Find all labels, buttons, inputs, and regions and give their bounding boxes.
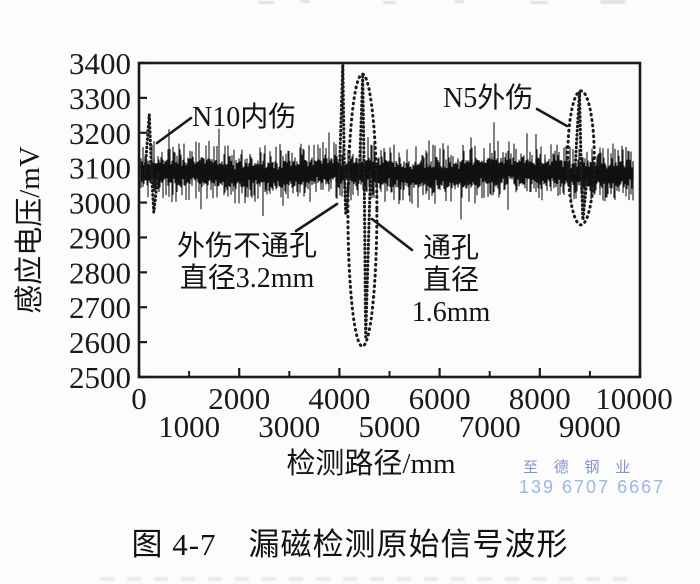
y-tick-label: 3200: [69, 116, 131, 151]
y-tick-label: 3400: [69, 46, 131, 81]
x-tick-label-staggered: 1000: [158, 409, 220, 444]
annotation-blind-hole: 外伤不通孔 直径3.2mm: [171, 231, 323, 295]
y-tick-label: 3100: [69, 151, 131, 186]
figure-caption: 图 4-7 漏磁检测原始信号波形: [131, 527, 569, 562]
scan-artifact: [300, 0, 310, 3]
leader-through-hole: [370, 217, 414, 252]
scan-artifact: [455, 0, 464, 3]
leader-n5: [535, 107, 569, 128]
annotation-blind-hole-line2: 直径3.2mm: [179, 263, 315, 294]
y-tick-label: 3000: [69, 186, 131, 221]
defect-spike-1: [337, 63, 351, 217]
watermark-brand: 至 德 钢 业: [523, 460, 637, 476]
x-tick-label-staggered: 5000: [359, 409, 421, 444]
ellipse-marker-0: [346, 72, 379, 348]
defect-spike-3: [573, 90, 590, 222]
x-tick-label: 2000: [208, 381, 270, 416]
x-tick-label-staggered: 9000: [559, 409, 621, 444]
x-tick-label: 10000: [595, 381, 673, 416]
x-tick-label: 4000: [308, 381, 370, 416]
x-tick-label: 0: [131, 381, 147, 416]
annotation-through-hole-line1: 通孔: [422, 233, 479, 264]
scan-artifact: [100, 577, 640, 581]
y-axis-title: 感应电压/mV: [14, 146, 46, 314]
scan-artifact: [383, 1, 396, 4]
annotation-through-hole: 通孔 直径1.6mm: [386, 233, 516, 329]
x-tick-label-staggered: 7000: [459, 409, 521, 444]
annotation-n10-inner-flaw: N10内伤: [192, 102, 297, 133]
ellipse-marker-1: [566, 89, 596, 227]
watermark-phone: 139 6707 6667: [519, 477, 666, 497]
waveform-chart: 2500260027002800290030003100320033003400…: [69, 46, 673, 444]
y-tick-label: 2500: [69, 360, 131, 395]
x-tick-label-staggered: 3000: [258, 409, 320, 444]
scan-artifact: [530, 1, 548, 4]
leader-n10: [155, 116, 193, 145]
y-tick-label: 2900: [69, 220, 131, 255]
defect-spike-0: [143, 113, 160, 214]
x-tick-label: 6000: [409, 381, 471, 416]
leader-blind-hole: [294, 202, 339, 233]
annotation-blind-hole-line1: 外伤不通孔: [176, 231, 317, 262]
scan-artifact: [600, 0, 626, 4]
y-tick-label: 2600: [69, 325, 131, 360]
y-tick-label: 2800: [69, 255, 131, 290]
defect-spike-2: [357, 74, 372, 339]
y-tick-label: 3300: [69, 81, 131, 116]
annotation-n5-outer-flaw: N5外伤: [443, 83, 534, 114]
x-axis-title: 检测路径/mm: [286, 448, 456, 480]
annotation-through-hole-line2: 直径1.6mm: [411, 265, 491, 328]
y-tick-label: 2700: [69, 290, 131, 325]
scan-artifact: [258, 1, 274, 4]
x-tick-label: 8000: [509, 381, 571, 416]
